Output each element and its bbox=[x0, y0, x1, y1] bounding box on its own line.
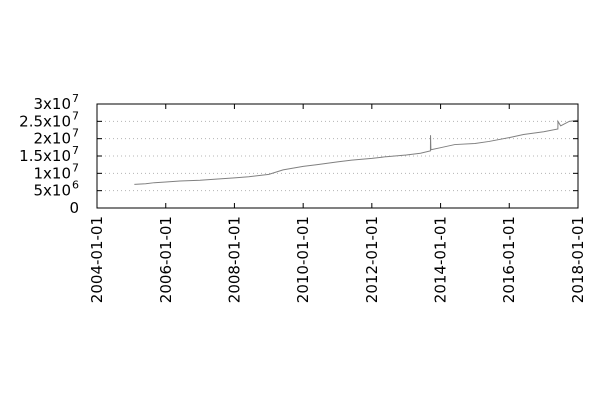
x-tick-label: 2006-01-01 bbox=[157, 216, 175, 303]
y-tick-label: 5x10 bbox=[33, 182, 71, 200]
y-tick-exponent: 7 bbox=[72, 161, 79, 174]
x-tick-label: 2008-01-01 bbox=[225, 216, 243, 303]
x-tick-label: 2018-01-01 bbox=[569, 216, 587, 303]
y-tick-label: 1x10 bbox=[33, 164, 71, 182]
y-tick-exponent: 7 bbox=[72, 127, 79, 140]
y-tick-exponent: 7 bbox=[72, 109, 79, 122]
x-tick-label: 2016-01-01 bbox=[500, 216, 518, 303]
x-tick-label: 2014-01-01 bbox=[432, 216, 450, 303]
y-tick-label: 0 bbox=[69, 199, 79, 217]
grid-lines bbox=[97, 120, 578, 192]
y-tick-label: 3x10 bbox=[33, 95, 71, 113]
y-tick-label: 2x10 bbox=[33, 130, 71, 148]
x-tick-label: 2012-01-01 bbox=[363, 216, 381, 303]
y-tick-label: 1.5x10 bbox=[19, 147, 71, 165]
series-layer bbox=[134, 119, 579, 185]
y-tick-label: 2.5x10 bbox=[19, 112, 71, 130]
y-tick-exponent: 7 bbox=[72, 92, 79, 105]
x-tick-label: 2010-01-01 bbox=[294, 216, 312, 303]
series-line bbox=[134, 119, 579, 185]
y-tick-exponent: 6 bbox=[72, 179, 79, 192]
x-tick-label: 2004-01-01 bbox=[88, 216, 106, 303]
x-axis-ticks: 2004-01-01 2006-01-01 2008-01-01 2010-01-01… bbox=[88, 104, 587, 303]
y-tick-exponent: 7 bbox=[72, 144, 79, 157]
